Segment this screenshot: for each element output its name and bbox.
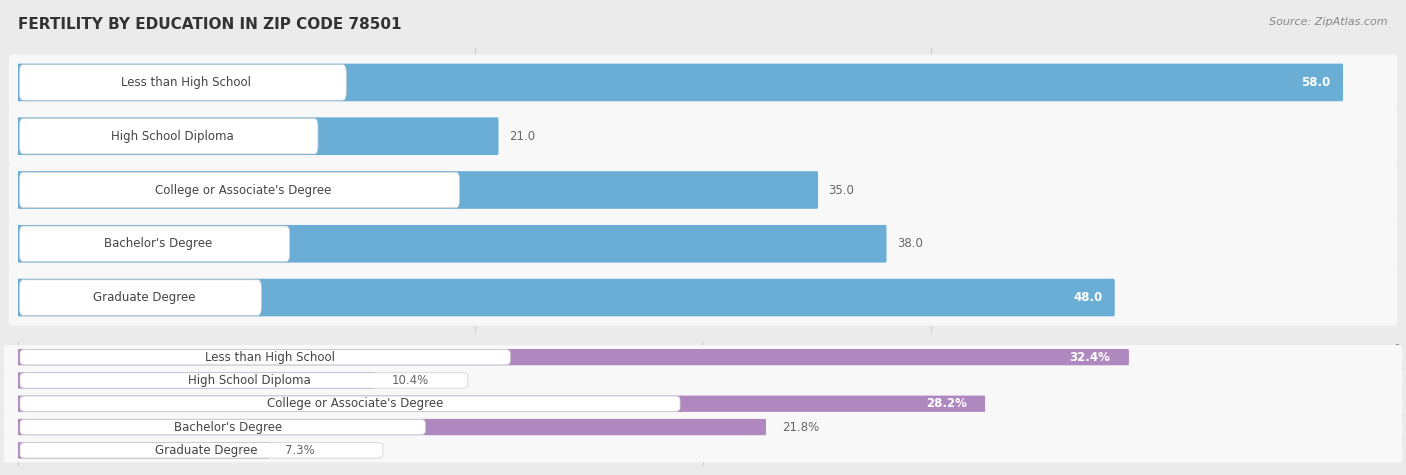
FancyBboxPatch shape [17,279,1115,316]
Text: 35.0: 35.0 [828,183,855,197]
FancyBboxPatch shape [17,349,1129,365]
FancyBboxPatch shape [4,368,1402,392]
FancyBboxPatch shape [20,373,468,388]
Text: 10.4%: 10.4% [391,374,429,387]
FancyBboxPatch shape [20,350,510,365]
Text: Source: ZipAtlas.com: Source: ZipAtlas.com [1270,17,1388,27]
Text: High School Diploma: High School Diploma [111,130,233,142]
FancyBboxPatch shape [8,162,1398,218]
Text: Graduate Degree: Graduate Degree [93,291,195,304]
FancyBboxPatch shape [8,216,1398,272]
Text: 28.2%: 28.2% [925,397,966,410]
FancyBboxPatch shape [17,442,270,458]
FancyBboxPatch shape [20,280,262,315]
Text: Graduate Degree: Graduate Degree [155,444,257,457]
FancyBboxPatch shape [17,64,1343,101]
FancyBboxPatch shape [4,391,1402,416]
FancyBboxPatch shape [17,117,499,155]
Text: Bachelor's Degree: Bachelor's Degree [174,420,283,434]
FancyBboxPatch shape [20,396,681,411]
Text: Less than High School: Less than High School [121,76,252,89]
FancyBboxPatch shape [17,419,766,435]
Text: 7.3%: 7.3% [285,444,315,457]
FancyBboxPatch shape [8,55,1398,110]
Text: High School Diploma: High School Diploma [187,374,311,387]
FancyBboxPatch shape [8,270,1398,325]
Text: 38.0: 38.0 [897,238,922,250]
FancyBboxPatch shape [17,396,986,412]
Text: 21.0: 21.0 [509,130,536,142]
FancyBboxPatch shape [20,443,382,458]
Text: 48.0: 48.0 [1073,291,1102,304]
FancyBboxPatch shape [20,172,460,208]
Text: Less than High School: Less than High School [205,351,335,364]
Text: Bachelor's Degree: Bachelor's Degree [104,238,212,250]
FancyBboxPatch shape [20,419,426,435]
FancyBboxPatch shape [20,118,318,154]
FancyBboxPatch shape [20,226,290,262]
FancyBboxPatch shape [4,415,1402,439]
Text: College or Associate's Degree: College or Associate's Degree [267,397,443,410]
Text: 21.8%: 21.8% [782,420,818,434]
Text: College or Associate's Degree: College or Associate's Degree [155,183,330,197]
FancyBboxPatch shape [4,345,1402,369]
Text: 32.4%: 32.4% [1070,351,1111,364]
FancyBboxPatch shape [17,372,375,389]
Text: 58.0: 58.0 [1302,76,1330,89]
FancyBboxPatch shape [17,225,887,263]
FancyBboxPatch shape [8,108,1398,164]
FancyBboxPatch shape [4,438,1402,463]
Text: FERTILITY BY EDUCATION IN ZIP CODE 78501: FERTILITY BY EDUCATION IN ZIP CODE 78501 [18,17,402,32]
FancyBboxPatch shape [20,65,346,100]
FancyBboxPatch shape [17,171,818,209]
